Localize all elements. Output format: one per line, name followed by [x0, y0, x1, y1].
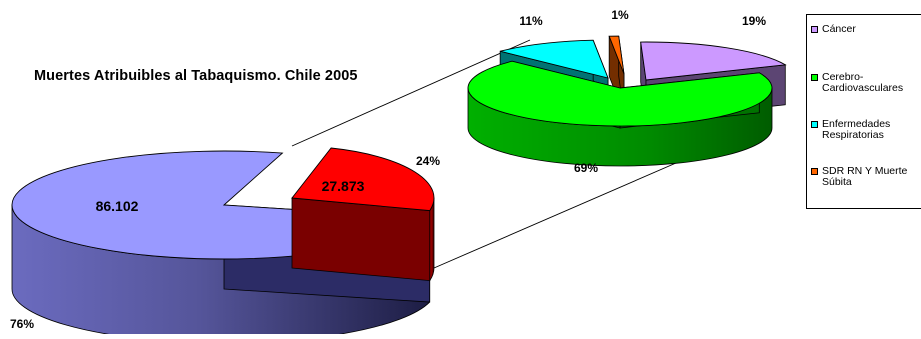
legend-swatch [811, 74, 818, 81]
connector-line-bottom [433, 149, 707, 269]
small-pie-percent-label: 19% [742, 14, 766, 28]
small-pie-slice [467, 60, 773, 127]
connector-line-top [291, 39, 531, 147]
big-pie-percent-label-main: 76% [10, 317, 34, 331]
legend-label: Enfermedades Respiratorias [822, 118, 891, 141]
legend-swatch [811, 168, 818, 175]
big-pie-value-label-main: 86.102 [96, 198, 139, 214]
legend-label: Cerebro-Cardiovasculares [822, 71, 904, 94]
legend-swatch [811, 121, 818, 128]
small-pie-slice [500, 39, 609, 79]
legend: Cáncer Cerebro-Cardiovasculares Enfermed… [806, 14, 921, 209]
big-pie-value-label-exploded: 27.873 [322, 178, 365, 194]
legend-swatch [811, 26, 818, 33]
big-pie-slice-exploded [291, 147, 435, 212]
small-pie-percent-label: 11% [519, 14, 543, 28]
small-pie-percent-label: 69% [574, 161, 598, 175]
small-pie-slice [608, 35, 625, 75]
legend-label: SDR RN Y Muerte Súbita [822, 165, 908, 188]
chart-title: Muertes Atribuibles al Tabaquismo. Chile… [34, 68, 358, 84]
legend-label: Cáncer [822, 23, 856, 35]
big-pie-exploded-cut-face [291, 197, 431, 282]
big-pie-percent-label-exploded: 24% [416, 154, 440, 168]
small-pie-slice [640, 41, 787, 81]
small-pie-percent-label: 1% [611, 8, 629, 22]
